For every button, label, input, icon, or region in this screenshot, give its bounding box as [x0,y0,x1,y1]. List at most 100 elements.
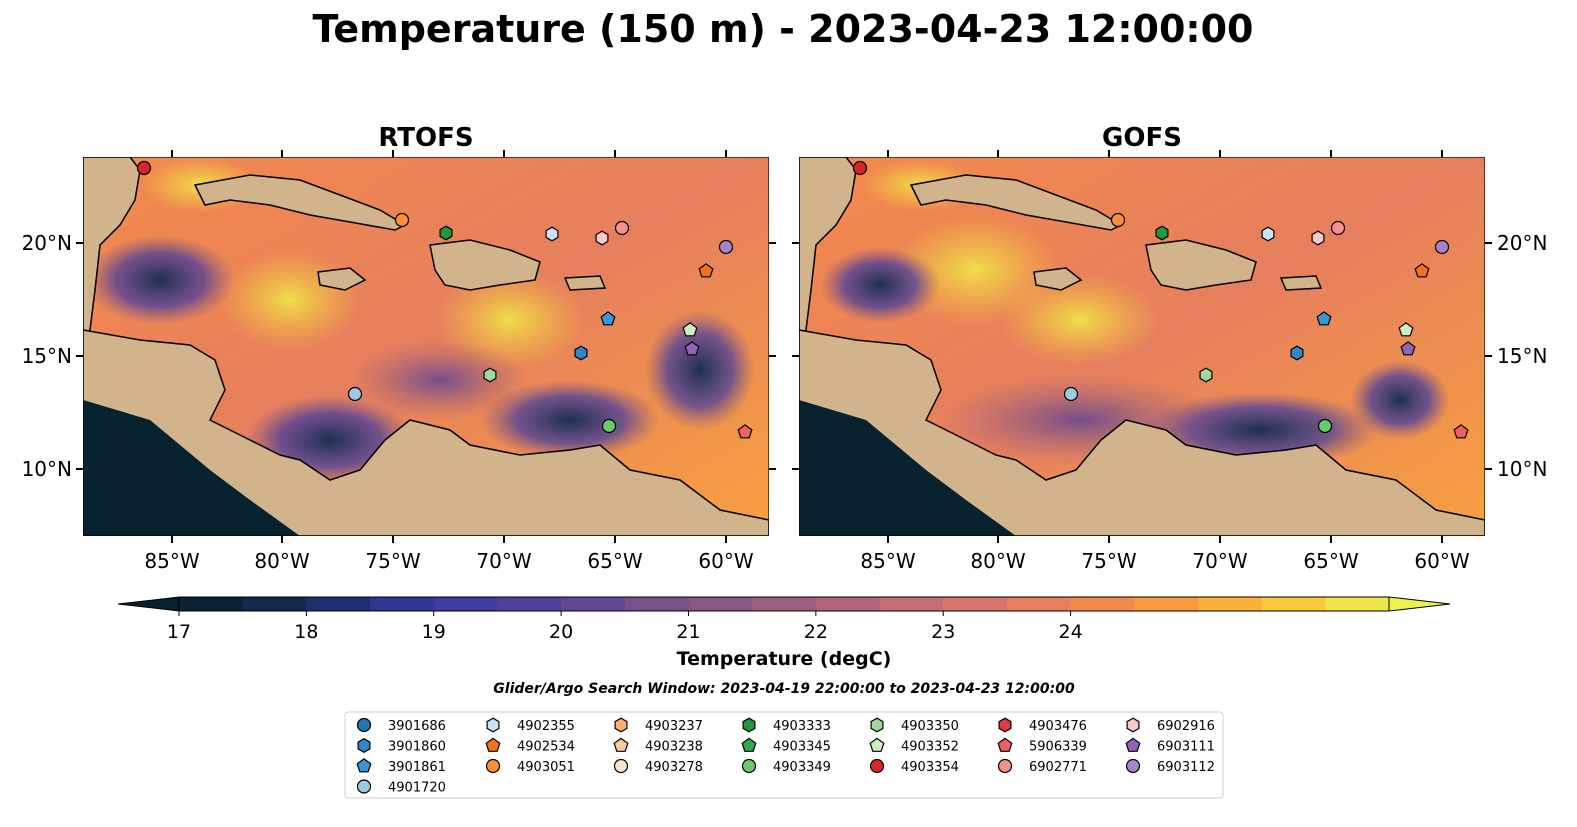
hexagon-marker-icon [998,717,1012,733]
legend-item: 6902771 [997,758,1087,775]
legend-items: 3901686 3901860 3901861 4901720 4902355 49025… [356,717,1215,796]
float-5906339-pentagon-icon [737,424,753,439]
cool-anomaly [1350,360,1450,440]
circle-marker-icon [485,758,501,774]
circle-marker-icon [741,758,757,774]
warm-anomaly [1000,275,1160,365]
float-4903350-hexagon-icon [1199,367,1213,383]
legend-item-label: 3901860 [388,740,446,755]
panel-title-rtofs: RTOFS [378,123,473,153]
lon-tick-label: 75°W [365,549,420,573]
land-central-south-america [799,329,1485,536]
lat-tick-label: 15°N [22,344,72,368]
panel-title-gofs: GOFS [1102,123,1182,153]
lon-tick-label: 60°W [698,549,753,573]
float-3901861-pentagon-icon [1316,311,1332,326]
cool-anomaly [820,247,940,323]
legend-item-label: 4903476 [1029,719,1087,734]
colorbar-tick-label: 21 [676,621,700,643]
colorbar-segment [306,597,371,611]
legend-item-label: 3901861 [388,760,446,775]
cool-anomaly [85,235,235,325]
map-canvas-gofs [799,157,1485,536]
lon-tick-labels-rtofs: 85°W 80°W 75°W 70°W 65°W 60°W [144,549,753,573]
legend-item-label: 4903051 [517,760,575,775]
legend-item: 4903476 [998,717,1087,734]
legend-item: 4903238 [613,737,703,755]
legend-item-label: 4903352 [901,740,959,755]
legend-item-label: 4903238 [645,740,703,755]
legend-item-label: 4903354 [901,760,959,775]
colorbar-tick-label: 20 [549,621,573,643]
float-markers-rtofs [136,160,753,439]
colorbar-segment [879,597,944,611]
lon-tick-label: 75°W [1081,549,1136,573]
legend-item: 6903111 [1125,737,1215,755]
map-canvas-rtofs [83,157,769,536]
colorbar-segment [624,597,689,611]
colorbar-tick-label: 24 [1058,621,1082,643]
land-cuba [909,174,1123,231]
float-6903111-pentagon-icon [1400,341,1416,356]
lat-tick-labels-rtofs: 20°N 15°N 10°N [22,231,72,481]
land-jamaica [317,267,367,291]
legend-item: 5906339 [997,737,1087,755]
colorbar-segment [943,597,1008,611]
circle-marker-icon [356,779,372,794]
lat-tick-label: 15°N [1497,344,1547,368]
colorbar-segment [1070,597,1135,611]
colorbar-tick-label: 22 [804,621,828,643]
colorbar-tick-label: 17 [167,621,191,643]
colorbar-segment [370,597,435,611]
colorbar-segment [1325,597,1390,611]
lon-tick-label: 60°W [1414,549,1469,573]
colorbar-segment [242,597,307,611]
float-6902916-hexagon-icon [595,230,609,246]
float-3901861-pentagon-icon [600,311,616,326]
cool-anomaly [645,310,755,430]
pentagon-marker-icon [613,737,629,752]
colorbar-extend-max [1388,596,1451,612]
float-4903349-circle-icon [1317,418,1333,434]
lon-tick-label: 80°W [254,549,309,573]
legend-item: 4902355 [486,717,575,734]
float-4902534-pentagon-icon [698,263,714,278]
legend-item: 3901861 [356,758,446,775]
lon-tick-label: 65°W [1303,549,1358,573]
lon-tick-label: 85°W [144,549,199,573]
colorbar-tick-label: 23 [931,621,955,643]
float-6903112-circle-icon [1434,239,1450,255]
colorbar-segment [1261,597,1326,611]
float-4903354-circle-icon [136,160,152,176]
legend-item-label: 6903111 [1157,740,1215,755]
float-4901720-circle-icon [347,386,363,402]
land-puerto-rico [1279,275,1323,291]
pentagon-marker-icon [1125,737,1141,752]
float-4902355-hexagon-icon [545,226,559,242]
hexagon-marker-icon [870,717,884,733]
circle-marker-icon [613,758,629,774]
legend-item-label: 6902771 [1029,760,1087,775]
legend-item: 6902916 [1126,717,1215,734]
colorbar-segment [561,597,626,611]
colorbar-segment [688,597,753,611]
float-6902771-circle-icon [1330,220,1346,236]
pentagon-marker-icon [869,737,885,752]
float-4903051-circle-icon [394,212,410,228]
colorbar-segment [815,597,881,611]
colorbar-segment [179,597,244,611]
legend-item-label: 4902534 [517,740,575,755]
axis-ticks-rtofs [76,150,776,543]
float-6903112-circle-icon [718,239,734,255]
lon-tick-label: 80°W [970,549,1025,573]
legend-item-label: 4902355 [517,719,575,734]
legend-item: 4903350 [870,717,959,734]
legend-item: 4903349 [741,758,831,775]
float-4903354-circle-icon [852,160,868,176]
float-3901860-hexagon-icon [574,345,588,361]
lat-tick-label: 20°N [22,231,72,255]
pentagon-marker-icon [741,737,757,752]
colorbar-tick-label: 18 [294,621,318,643]
legend-item: 3901686 [356,717,446,734]
lon-tick-label: 65°W [587,549,642,573]
